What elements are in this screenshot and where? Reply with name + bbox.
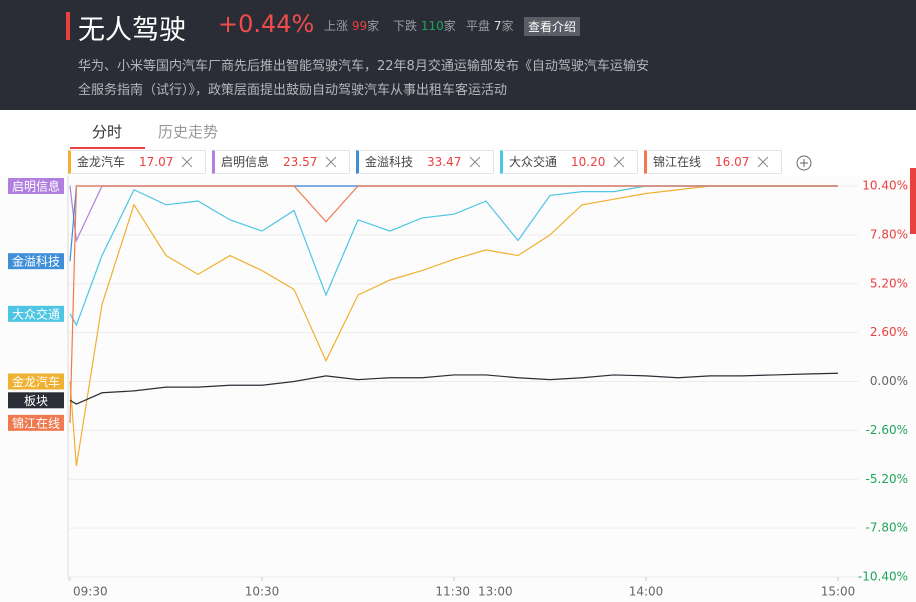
chip-price: 16.07 [715, 155, 750, 169]
label: 上涨 [324, 19, 349, 33]
y-tick-label: 0.00% [870, 374, 908, 388]
stock-chip[interactable]: 启明信息 23.57 [212, 150, 350, 174]
tag-label: 大众交通 [12, 306, 60, 321]
chip-close[interactable] [469, 156, 481, 168]
series-tag: 板块 [8, 392, 64, 409]
count: 99 [351, 19, 368, 33]
tab[interactable]: 历史走势 [158, 123, 219, 141]
series-tag: 大众交通 [8, 305, 64, 322]
tag-box [8, 305, 64, 322]
count: 110 [420, 19, 444, 33]
tag-label: 金溢科技 [12, 254, 60, 269]
y-tick-label: 2.60% [870, 325, 908, 339]
series-line [69, 185, 838, 467]
x-tick-label: 15:00 [821, 585, 856, 599]
tab[interactable]: 分时 [92, 123, 123, 141]
unit: 家 [443, 19, 456, 33]
tag-label: 锦江在线 [12, 416, 60, 430]
chip-close[interactable] [757, 156, 769, 168]
y-tick-label: -10.40% [858, 570, 908, 584]
add-button[interactable] [796, 155, 812, 171]
tab-underline [70, 147, 145, 149]
stock-chip[interactable]: 大众交通 10.20 [500, 150, 638, 174]
chip-name: 金龙汽车 [77, 155, 126, 169]
description: 全服务指南（试行）》，政策层面提出鼓励自动驾驶汽车从事出租车客运活动 [78, 83, 508, 98]
change: +0.44% [218, 10, 315, 38]
header: 无人驾驶 +0.44% 上涨 99家 下跌 110家 平盘 7家 查看介绍 华为… [0, 0, 916, 110]
chip-name: 大众交通 [509, 155, 558, 169]
chip-name: 金溢科技 [365, 155, 414, 169]
chart: 10.40% 7.80% 5.20% 2.60% 0.00% -2.60% -5.20% -7… [0, 155, 916, 602]
chip-price: 33.47 [427, 155, 462, 169]
y-tick-label: -5.20% [866, 472, 908, 486]
y-tick-label: -2.60% [866, 423, 908, 437]
series-tag: 金溢科技 [8, 253, 64, 270]
y-tick-label: 5.20% [870, 276, 908, 290]
count: 7 [493, 19, 502, 33]
x-tick-label: 09:30 [73, 585, 108, 599]
label: 下跌 [393, 19, 418, 33]
up-stat: 上涨 99家 [324, 17, 379, 34]
x-tick-label: 11:30 [435, 585, 470, 599]
tag-label: 金龙汽车 [12, 374, 60, 389]
chip-price: 23.57 [283, 155, 318, 169]
tag-label: 启明信息 [12, 179, 60, 194]
x-tick-label: 10:30 [245, 585, 280, 599]
y-tick-label: -7.80% [866, 521, 908, 535]
title: 无人驾驶 [78, 15, 186, 46]
chip-close[interactable] [613, 156, 625, 168]
down-stat: 下跌 110家 [393, 17, 456, 34]
series-line [69, 185, 838, 423]
unit: 家 [501, 19, 514, 33]
x-tick-label: 13:00 [478, 585, 513, 599]
chip-price: 17.07 [139, 155, 174, 169]
series-line [69, 372, 839, 405]
description: 华为、小米等国内汽车厂商先后推出智能驾驶汽车，22年8月交通运输部发布《自动驾驶… [78, 59, 649, 74]
series-tag: 启明信息 [8, 178, 64, 194]
flat-stat: 平盘 7家 [466, 17, 514, 34]
intro-button[interactable]: 查看介绍 [524, 17, 581, 36]
tag-box [8, 253, 64, 270]
stock-chip[interactable]: 金龙汽车 17.07 [68, 150, 206, 174]
stock-chip[interactable]: 金溢科技 33.47 [356, 150, 494, 174]
y-tick-label: 7.80% [870, 227, 908, 241]
tag-box [8, 414, 64, 431]
chip-close[interactable] [181, 156, 193, 168]
tag-box [8, 392, 64, 409]
tag-box [8, 373, 64, 390]
chip-close[interactable] [325, 156, 337, 168]
tag-box [8, 178, 64, 194]
y-tick-label: 10.40% [862, 179, 908, 193]
accent-bar [66, 12, 70, 40]
plot-background [0, 176, 916, 602]
unit: 家 [367, 19, 380, 33]
stock-chip[interactable]: 锦江在线 16.07 [644, 150, 782, 174]
label: 平盘 [466, 19, 491, 33]
x-tick-label: 14:00 [629, 585, 664, 599]
tag-label: 板块 [24, 394, 48, 408]
side-marker [910, 168, 916, 234]
chip-name: 启明信息 [221, 155, 270, 169]
series-tag: 锦江在线 [8, 414, 64, 431]
series-tag: 金龙汽车 [8, 373, 64, 390]
chip-price: 10.20 [571, 155, 606, 169]
chip-name: 锦江在线 [653, 155, 702, 169]
